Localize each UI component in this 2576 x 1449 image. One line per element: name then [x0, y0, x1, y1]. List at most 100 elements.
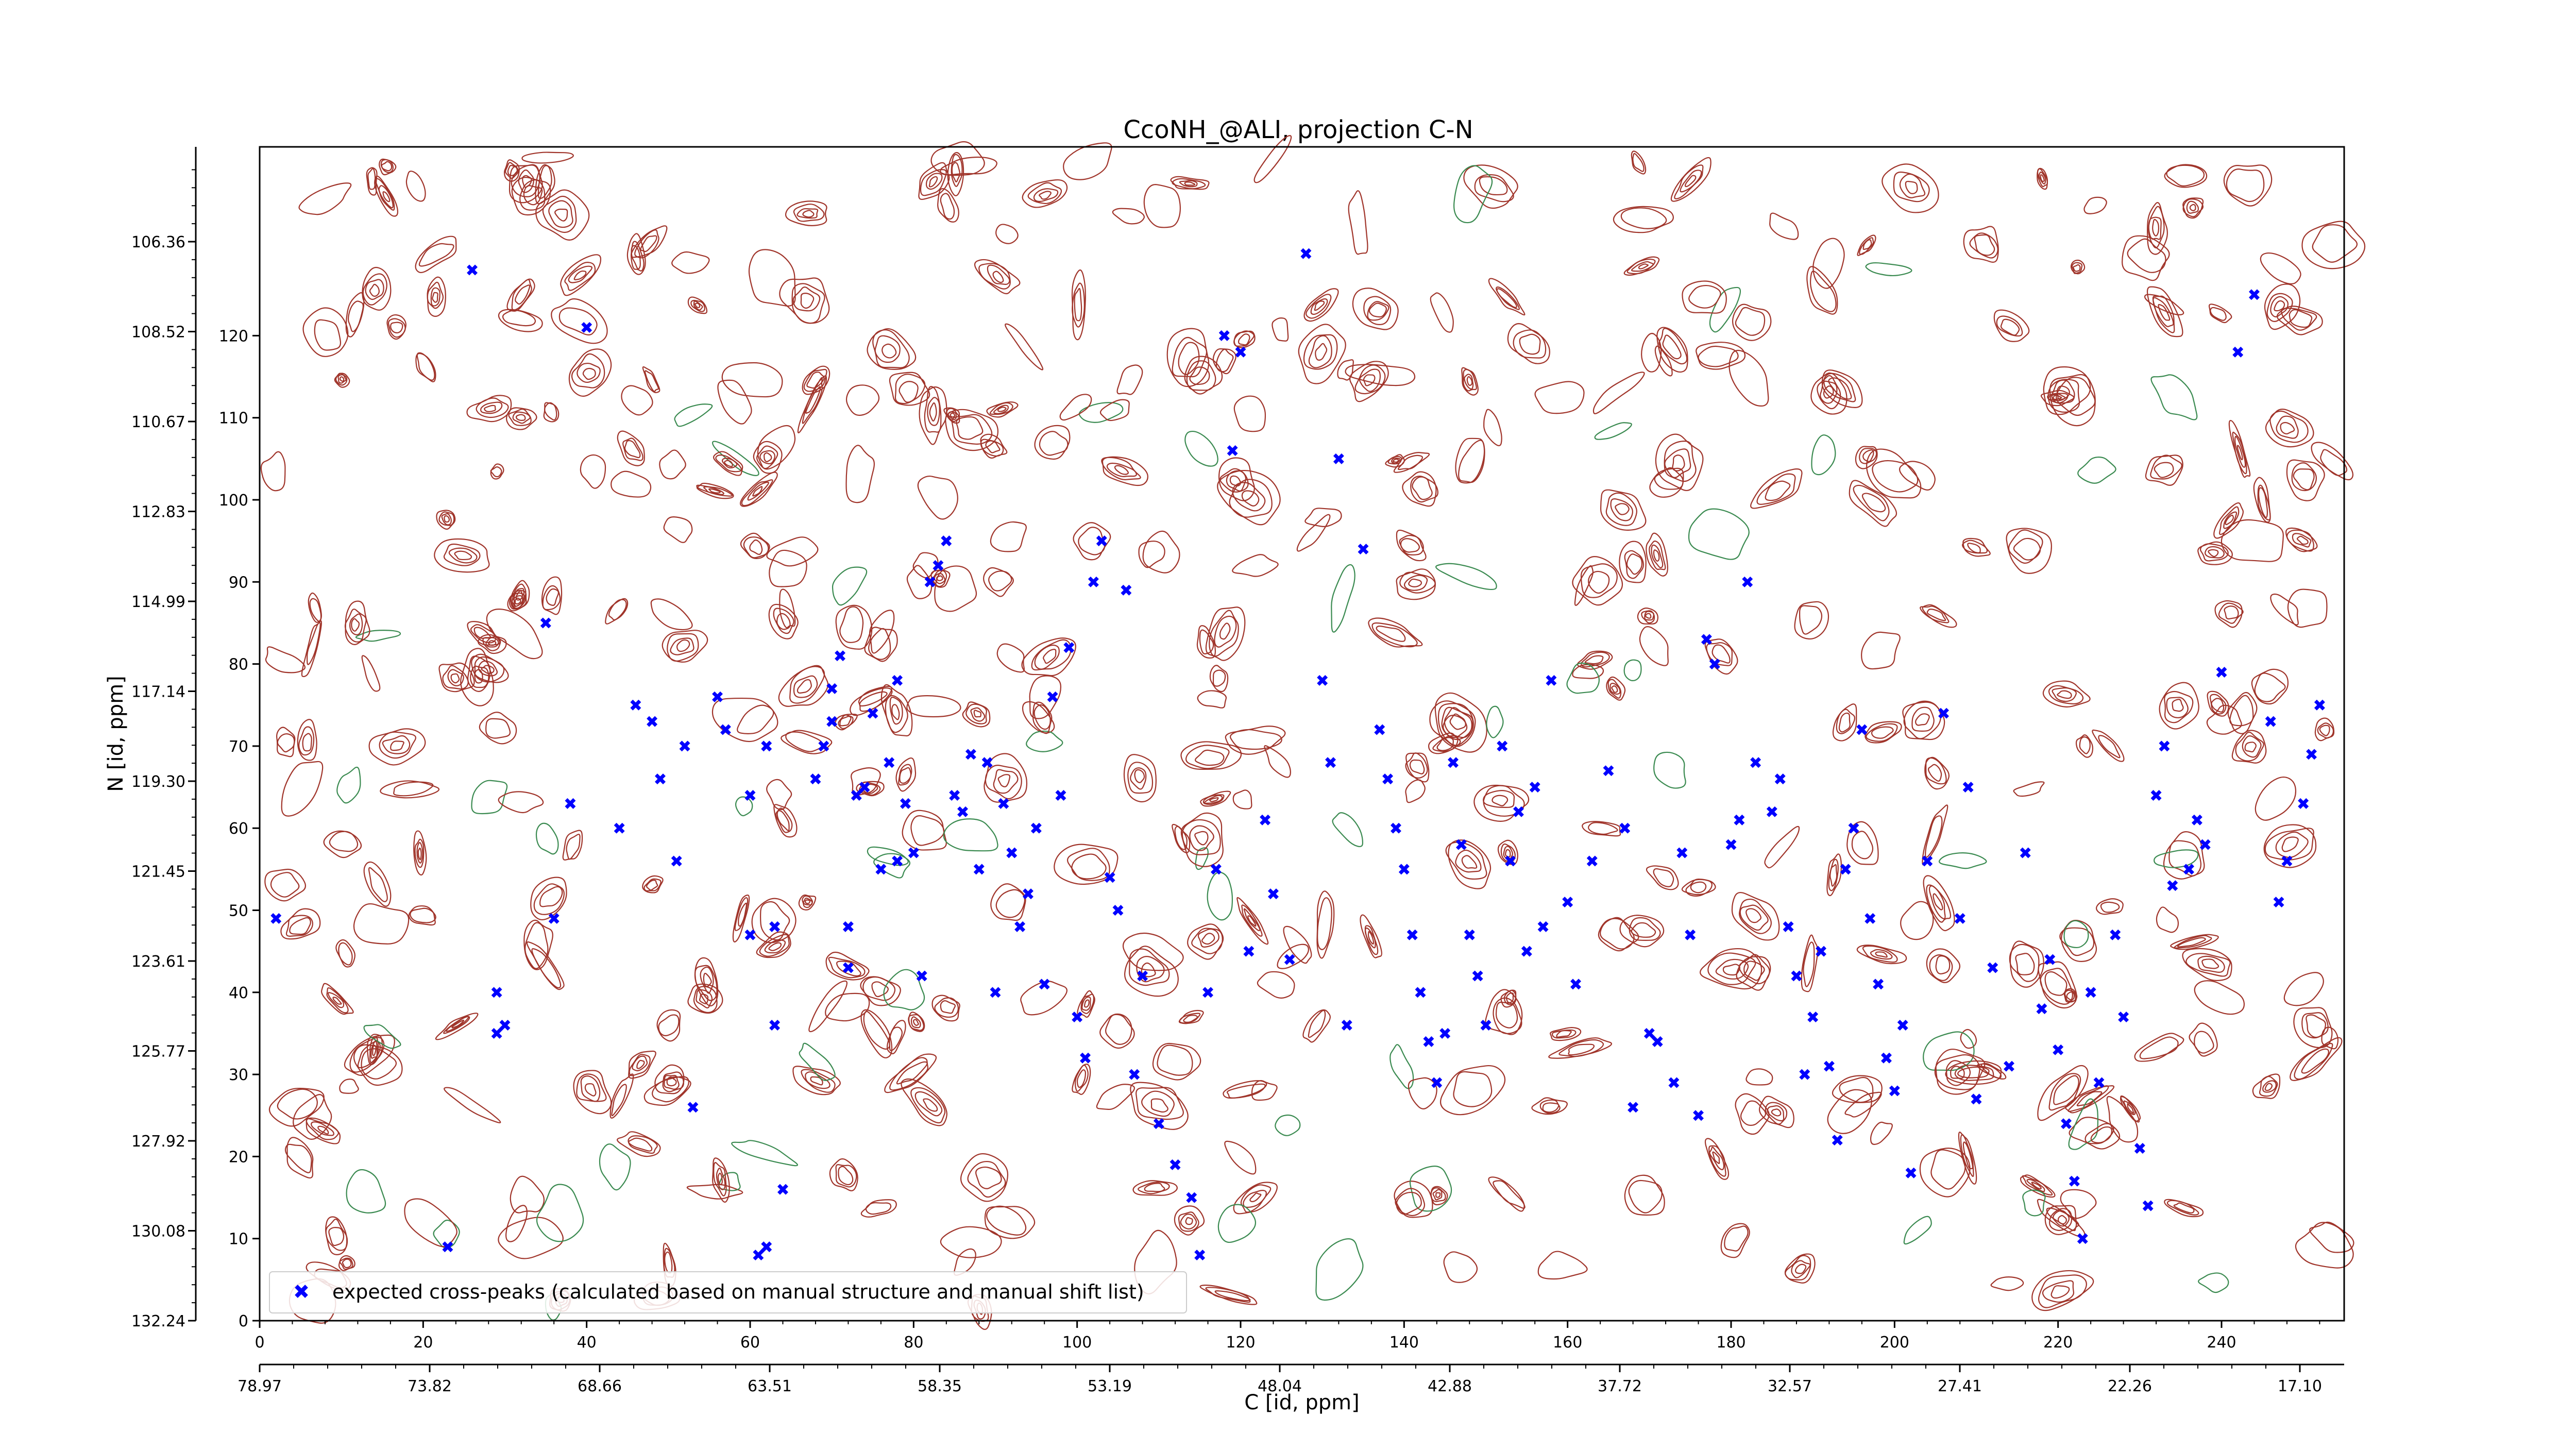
expected-peak-point — [1873, 979, 1884, 990]
contour-line — [1315, 343, 1328, 361]
x-tick-label: 200 — [1880, 1334, 1909, 1352]
contour-line — [2235, 731, 2264, 762]
contour-line — [2098, 735, 2121, 759]
contour-line — [2100, 901, 2120, 913]
expected-peak-point — [908, 847, 919, 858]
contour-line — [510, 580, 530, 610]
y-tick-label: 90 — [229, 574, 248, 592]
contour-line — [543, 402, 560, 423]
contour-line — [1345, 364, 1416, 386]
contour-line — [1409, 759, 1425, 774]
expected-peak-point — [1922, 855, 1933, 867]
contour-line — [943, 407, 960, 424]
contour-line — [1315, 1238, 1364, 1301]
contour-line — [1728, 349, 1769, 407]
expected-peak-point — [687, 1102, 699, 1113]
contour-line — [943, 818, 998, 852]
expected-peak-point — [1962, 782, 1974, 793]
contour-line — [1232, 554, 1279, 577]
contour-line — [1801, 934, 1818, 992]
contour-line — [687, 983, 723, 1014]
contour-line — [1709, 1147, 1725, 1170]
contour-line — [1641, 332, 1662, 373]
contour-line — [2020, 1174, 2056, 1198]
contour-line — [863, 1010, 890, 1050]
contour-line — [1458, 440, 1485, 483]
contour-line — [1654, 345, 1673, 377]
contour-line — [1644, 611, 1655, 621]
expected-peak-point — [1505, 855, 1516, 867]
contour-line — [1219, 622, 1231, 640]
contour-line — [1071, 853, 1107, 880]
contour-line — [1715, 958, 1749, 980]
contour-line — [667, 633, 699, 662]
contour-line — [1803, 941, 1815, 987]
contour-line — [1437, 703, 1474, 746]
expected-peak-point — [1619, 822, 1631, 834]
contour-line — [946, 408, 960, 423]
contour-line — [687, 296, 708, 314]
contour-line — [987, 264, 1010, 285]
contour-line — [768, 942, 782, 951]
contour-line — [792, 287, 821, 312]
contour-line — [1141, 1090, 1175, 1117]
contour-line — [1453, 165, 1493, 224]
contour-line — [713, 1162, 727, 1197]
contour-line — [2022, 1175, 2053, 1196]
contour-line — [995, 889, 1026, 918]
contour-line — [1106, 462, 1137, 477]
contour-line — [1568, 1043, 1595, 1056]
contour-line — [446, 1016, 469, 1032]
contour-line — [1180, 741, 1242, 770]
contour-line — [346, 1169, 386, 1214]
contour-line — [1432, 1189, 1443, 1201]
contour-line — [513, 587, 524, 607]
contour-line — [2139, 1036, 2179, 1059]
expected-peak-point — [1047, 691, 1058, 702]
contour-line — [1310, 298, 1328, 315]
contour-line — [2168, 840, 2202, 877]
contour-line — [1172, 178, 1206, 190]
contour-line — [920, 169, 947, 196]
contour-line — [1935, 955, 1951, 974]
contour-line — [289, 917, 311, 935]
contour-line — [711, 441, 759, 476]
contour-line — [951, 162, 961, 182]
expected-peak-point — [1513, 806, 1524, 817]
expected-peak-point — [1480, 1020, 1492, 1031]
contour-line — [798, 894, 817, 911]
contour-line — [1611, 685, 1618, 693]
contour-line — [793, 204, 825, 222]
contour-line — [405, 171, 426, 202]
contour-line — [914, 1091, 943, 1117]
contour-line — [2008, 529, 2043, 564]
contour-line — [1600, 489, 1647, 531]
contour-line — [339, 376, 345, 382]
contour-line — [1731, 891, 1780, 941]
contour-line — [1389, 1044, 1414, 1089]
x-tick-label: 40 — [577, 1334, 597, 1352]
y-tick-label: 0 — [239, 1312, 248, 1330]
contour-line — [895, 757, 917, 792]
contour-line — [1626, 258, 1656, 275]
contour-line — [1899, 173, 1926, 198]
expected-peak-point — [957, 806, 969, 817]
contour-line — [962, 701, 991, 728]
secondary-x-tick-label: 32.57 — [1768, 1377, 1812, 1395]
contour-line — [2259, 1075, 2278, 1097]
contour-line — [2186, 200, 2199, 214]
contour-line — [2242, 735, 2262, 758]
contour-line — [410, 907, 436, 923]
secondary-y-tick-label: 130.08 — [131, 1223, 185, 1241]
contour-line — [1771, 1108, 1782, 1117]
contour-line — [1598, 918, 1639, 952]
contour-line — [1073, 522, 1111, 561]
contour-line — [1900, 901, 1934, 940]
contour-line — [1707, 952, 1756, 985]
contour-line — [2120, 1095, 2140, 1123]
contour-line — [1587, 822, 1618, 835]
expected-peak-point — [1300, 248, 1312, 259]
contour-line — [1829, 864, 1838, 887]
expected-peak-point — [1742, 576, 1753, 587]
contour-line — [749, 539, 763, 555]
